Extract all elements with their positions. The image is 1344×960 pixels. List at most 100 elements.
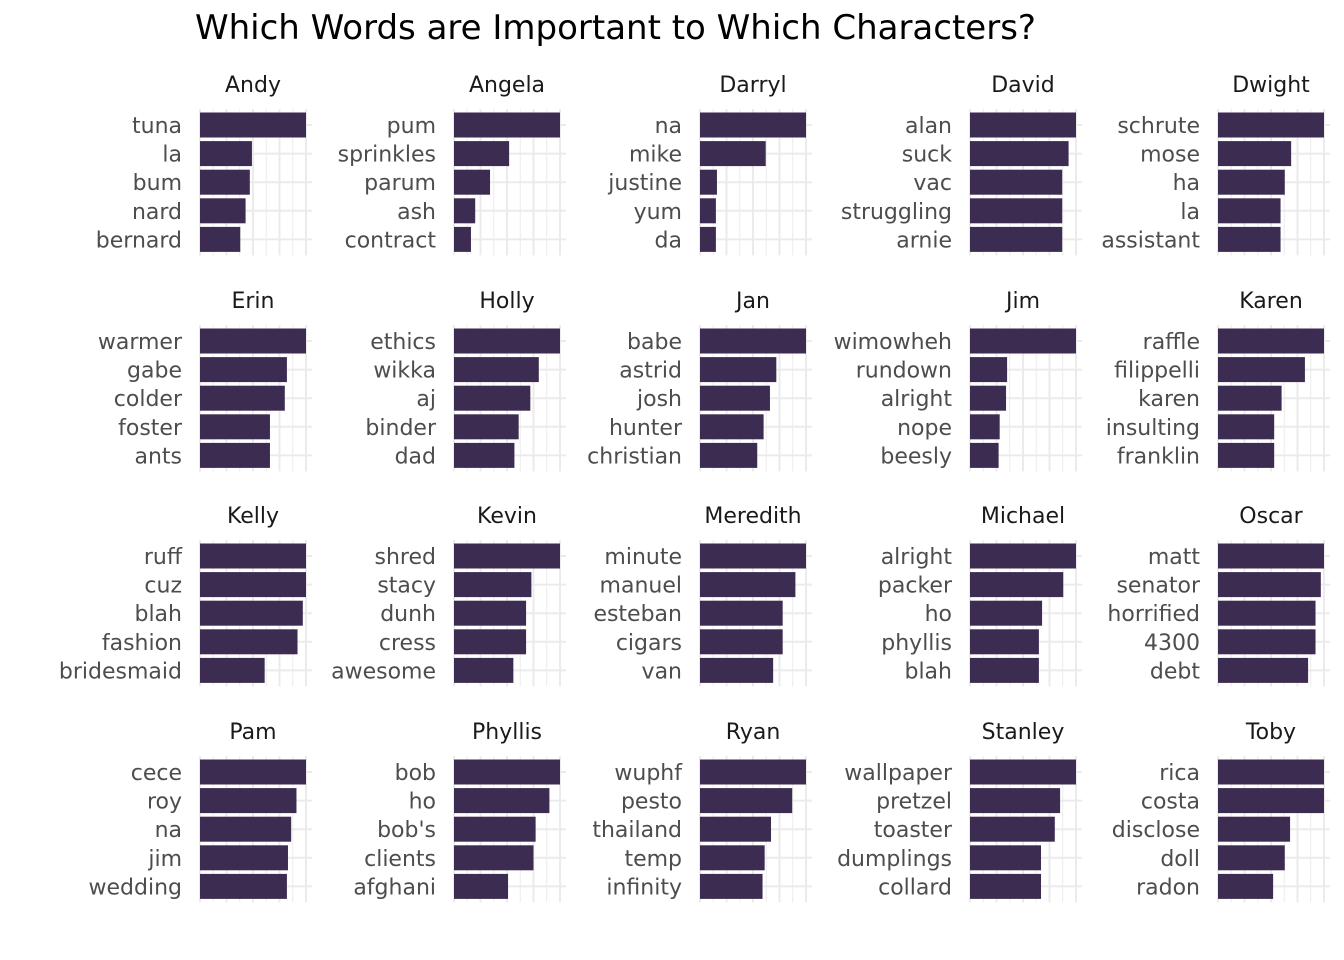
word-label-pam-wedding: wedding bbox=[89, 875, 182, 900]
bar-darryl-justine bbox=[700, 169, 717, 195]
bar-erin-colder bbox=[200, 385, 285, 411]
bar-jan-christian bbox=[700, 442, 758, 468]
panel-title-michael: Michael bbox=[981, 504, 1065, 529]
word-label-oscar-4300: 4300 bbox=[1144, 631, 1200, 656]
bar-dwight-assistant bbox=[1218, 226, 1281, 252]
word-label-karen-franklin: franklin bbox=[1117, 444, 1200, 469]
word-label-holly-ethics: ethics bbox=[370, 330, 436, 355]
bar-kevin-cress bbox=[454, 629, 527, 655]
panel-michael: Michael alright packer ho phyllis blah bbox=[878, 504, 1082, 687]
bar-kevin-shred bbox=[454, 543, 560, 569]
bar-angela-contract bbox=[454, 226, 471, 252]
panel-title-kevin: Kevin bbox=[477, 504, 537, 529]
word-label-dwight-schrute: schrute bbox=[1117, 114, 1200, 139]
word-label-andy-nard: nard bbox=[132, 200, 182, 225]
bar-michael-alright bbox=[970, 543, 1076, 569]
bar-phyllis-ho bbox=[454, 788, 550, 814]
word-label-darryl-da: da bbox=[655, 228, 682, 253]
word-label-jim-wimowheh: wimowheh bbox=[834, 330, 952, 355]
bar-dwight-mose bbox=[1218, 141, 1292, 167]
bar-pam-jim bbox=[200, 845, 288, 871]
word-label-oscar-debt: debt bbox=[1150, 659, 1200, 684]
bar-kevin-awesome bbox=[454, 657, 514, 683]
word-label-meredith-manuel: manuel bbox=[600, 574, 682, 599]
word-label-michael-packer: packer bbox=[878, 574, 953, 599]
bar-jim-nope bbox=[970, 414, 1000, 440]
word-label-phyllis-bob: bob bbox=[395, 761, 436, 786]
bar-oscar-debt bbox=[1218, 657, 1309, 683]
panel-title-darryl: Darryl bbox=[719, 73, 786, 98]
word-label-ryan-temp: temp bbox=[624, 847, 682, 872]
panel-title-dwight: Dwight bbox=[1232, 73, 1310, 98]
word-label-ryan-thailand: thailand bbox=[592, 818, 682, 843]
word-label-darryl-yum: yum bbox=[634, 200, 682, 225]
word-label-david-alan: alan bbox=[905, 114, 952, 139]
word-label-oscar-horrified: horrified bbox=[1107, 602, 1200, 627]
word-label-phyllis-afghani: afghani bbox=[353, 875, 436, 900]
bar-darryl-na bbox=[700, 112, 806, 138]
word-label-kelly-ruff: ruff bbox=[144, 545, 183, 570]
word-label-meredith-van: van bbox=[642, 659, 682, 684]
panel-title-karen: Karen bbox=[1239, 289, 1303, 314]
panel-title-jim: Jim bbox=[1004, 289, 1040, 314]
word-label-andy-bernard: bernard bbox=[96, 228, 182, 253]
panel-title-toby: Toby bbox=[1245, 720, 1296, 745]
bar-kevin-dunh bbox=[454, 600, 527, 626]
bar-jim-rundown bbox=[970, 357, 1008, 383]
bar-pam-wedding bbox=[200, 873, 287, 899]
bar-holly-wikka bbox=[454, 357, 539, 383]
word-label-kelly-fashion: fashion bbox=[102, 631, 182, 656]
panel-angela: Angela pum sprinkles parum ash contract bbox=[338, 73, 566, 256]
panel-title-erin: Erin bbox=[231, 289, 274, 314]
word-label-jan-hunter: hunter bbox=[609, 416, 683, 441]
word-label-stanley-toaster: toaster bbox=[874, 818, 953, 843]
word-label-dwight-ha: ha bbox=[1173, 171, 1200, 196]
panel-oscar: Oscar matt senator horrified 4300 debt bbox=[1107, 504, 1330, 687]
bar-ryan-temp bbox=[700, 845, 765, 871]
panel-stanley: Stanley wallpaper pretzel toaster dumplings c… bbox=[837, 720, 1082, 903]
bar-dwight-ha bbox=[1218, 169, 1285, 195]
word-label-kelly-cuz: cuz bbox=[144, 574, 182, 599]
bar-pam-roy bbox=[200, 788, 297, 814]
bar-toby-rica bbox=[1218, 759, 1324, 785]
word-label-andy-la: la bbox=[162, 143, 182, 168]
word-label-phyllis-ho: ho bbox=[409, 790, 436, 815]
panel-title-holly: Holly bbox=[479, 289, 534, 314]
bar-toby-doll bbox=[1218, 845, 1285, 871]
word-label-erin-ants: ants bbox=[134, 444, 182, 469]
word-label-toby-doll: doll bbox=[1160, 847, 1200, 872]
word-label-meredith-esteban: esteban bbox=[593, 602, 682, 627]
bar-holly-dad bbox=[454, 442, 515, 468]
word-label-pam-jim: jim bbox=[147, 847, 182, 872]
bar-andy-tuna bbox=[200, 112, 306, 138]
bar-michael-packer bbox=[970, 572, 1064, 598]
panel-pam: Pam cece roy na jim wedding bbox=[89, 720, 312, 903]
word-label-stanley-collard: collard bbox=[878, 875, 952, 900]
bar-michael-blah bbox=[970, 657, 1039, 683]
bar-meredith-cigars bbox=[700, 629, 783, 655]
bar-karen-karen bbox=[1218, 385, 1282, 411]
word-label-erin-warmer: warmer bbox=[98, 330, 183, 355]
bar-jan-josh bbox=[700, 385, 770, 411]
word-label-jim-nope: nope bbox=[897, 416, 952, 441]
panel-title-david: David bbox=[991, 73, 1055, 98]
word-label-dwight-mose: mose bbox=[1140, 143, 1200, 168]
word-label-toby-costa: costa bbox=[1141, 790, 1200, 815]
word-label-david-struggling: struggling bbox=[841, 200, 952, 225]
word-label-pam-roy: roy bbox=[147, 790, 182, 815]
panel-jan: Jan babe astrid josh hunter christian bbox=[587, 289, 812, 472]
panel-title-meredith: Meredith bbox=[704, 504, 801, 529]
word-label-michael-alright: alright bbox=[881, 545, 953, 570]
bar-oscar-matt bbox=[1218, 543, 1324, 569]
word-label-jan-astrid: astrid bbox=[619, 359, 682, 384]
bar-angela-pum bbox=[454, 112, 560, 138]
bar-karen-raffle bbox=[1218, 328, 1324, 354]
panel-kelly: Kelly ruff cuz blah fashion bridesmaid bbox=[59, 504, 312, 687]
bar-darryl-mike bbox=[700, 141, 766, 167]
chart-title: Which Words are Important to Which Chara… bbox=[195, 8, 1036, 48]
word-label-toby-rica: rica bbox=[1159, 761, 1200, 786]
word-label-dwight-assistant: assistant bbox=[1101, 228, 1200, 253]
panel-phyllis: Phyllis bob ho bob's clients afghani bbox=[353, 720, 566, 903]
word-label-andy-bum: bum bbox=[133, 171, 182, 196]
